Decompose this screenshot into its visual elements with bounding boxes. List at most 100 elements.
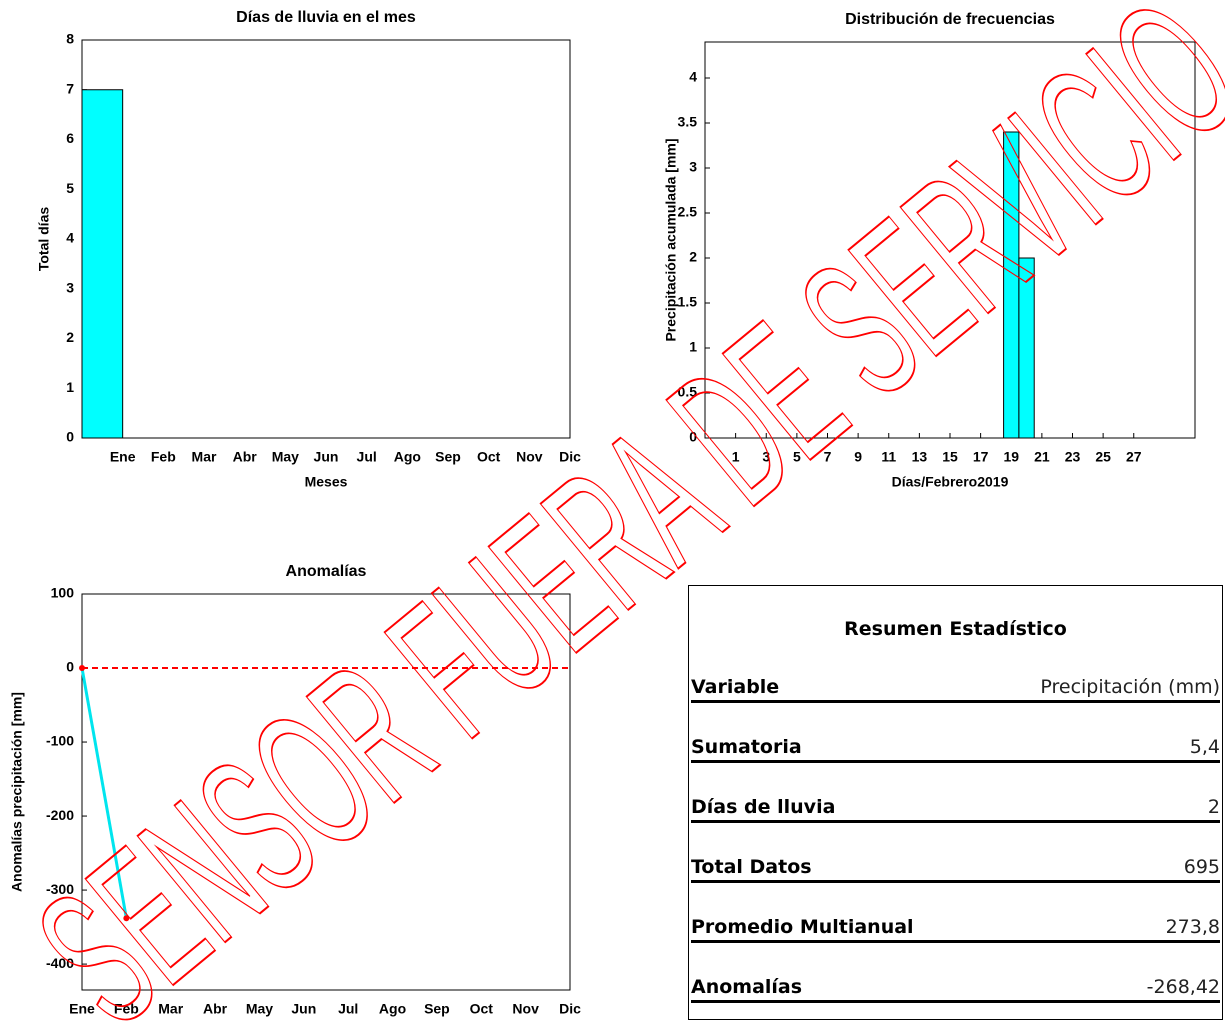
x-tick-label: 7 xyxy=(824,449,832,465)
x-axis-label: Meses xyxy=(305,474,348,490)
line xyxy=(80,667,128,919)
x-tick-label: Jul xyxy=(338,1001,358,1017)
x-tick-label: Mar xyxy=(158,1001,183,1017)
bar xyxy=(1003,131,1020,439)
stats-table: Resumen Estadístico Variable Precipitació… xyxy=(688,585,1223,1020)
row-value: -268,42 xyxy=(1146,976,1220,998)
x-tick-label: Ago xyxy=(394,449,421,465)
row-value: 2 xyxy=(1207,796,1220,818)
table-row: Sumatoria 5,4 xyxy=(691,728,1220,763)
row-value: Precipitación (mm) xyxy=(1040,676,1220,698)
y-tick-label: 7 xyxy=(66,80,74,96)
y-tick-label: 8 xyxy=(66,31,74,47)
point xyxy=(123,915,130,922)
y-tick-label: 5 xyxy=(66,180,74,196)
x-tick-label: Abr xyxy=(233,449,258,465)
x-tick-label: Dic xyxy=(559,1001,581,1017)
x-tick-label: 19 xyxy=(1003,449,1019,465)
plot-frame xyxy=(81,39,571,439)
x-tick-label: May xyxy=(246,1001,273,1017)
row-label: Total Datos xyxy=(691,856,812,878)
x-tick-label: Ago xyxy=(379,1001,406,1017)
x-tick-label: Jun xyxy=(314,449,339,465)
y-tick-label: 0 xyxy=(689,429,697,445)
y-tick-label: 3 xyxy=(66,279,74,295)
y-axis-label: Anomalías precipitación [mm] xyxy=(9,692,25,892)
y-tick-label: -100 xyxy=(46,733,74,749)
bar xyxy=(1018,257,1035,439)
y-tick-label: 1.5 xyxy=(678,294,698,310)
x-tick-label: May xyxy=(272,449,299,465)
bar xyxy=(81,89,124,439)
x-tick-label: Mar xyxy=(192,449,217,465)
chart-title: Anomalías xyxy=(286,563,367,580)
x-tick-label: Jul xyxy=(357,449,377,465)
x-tick-label: 15 xyxy=(942,449,958,465)
y-tick-label: 2 xyxy=(689,249,697,265)
y-tick-label: 3 xyxy=(689,159,697,175)
x-tick-label: Nov xyxy=(516,449,543,465)
y-tick-label: 4 xyxy=(689,69,697,85)
y-tick-label: 1 xyxy=(66,379,74,395)
x-tick-label: 1 xyxy=(732,449,740,465)
y-tick-label: 2 xyxy=(66,329,74,345)
y-tick-label: 4 xyxy=(66,230,74,246)
x-tick-label: Sep xyxy=(435,449,461,465)
table-row: Anomalías -268,42 xyxy=(691,968,1220,1003)
row-value: 273,8 xyxy=(1165,916,1220,938)
y-tick-label: 6 xyxy=(66,130,74,146)
y-tick-label: 3.5 xyxy=(678,114,698,130)
y-tick-label: 0 xyxy=(66,429,74,445)
y-tick-label: -300 xyxy=(46,881,74,897)
plot-frame xyxy=(81,593,571,991)
y-tick-label: 1 xyxy=(689,339,697,355)
row-label: Días de lluvia xyxy=(691,796,836,818)
chart-title: Distribución de frecuencias xyxy=(845,11,1055,28)
x-axis-label: Días/Febrero2019 xyxy=(892,474,1009,490)
x-tick-label: Jun xyxy=(291,1001,316,1017)
table-row: Variable Precipitación (mm) xyxy=(691,668,1220,703)
row-value: 695 xyxy=(1183,856,1220,878)
x-tick-label: 5 xyxy=(793,449,801,465)
x-tick-label: Sep xyxy=(424,1001,450,1017)
x-tick-label: 9 xyxy=(854,449,862,465)
row-label: Variable xyxy=(691,676,780,698)
x-tick-label: Abr xyxy=(203,1001,228,1017)
table-title: Resumen Estadístico xyxy=(844,618,1067,640)
x-tick-label: 11 xyxy=(881,449,896,465)
x-tick-label: Ene xyxy=(110,449,136,465)
x-tick-label: 3 xyxy=(762,449,770,465)
x-tick-label: 25 xyxy=(1095,449,1111,465)
row-label: Sumatoria xyxy=(691,736,802,758)
row-label: Promedio Multianual xyxy=(691,916,914,938)
x-tick-label: 23 xyxy=(1065,449,1081,465)
x-tick-label: 21 xyxy=(1034,449,1050,465)
y-tick-label: 2.5 xyxy=(678,204,698,220)
x-tick-label: Nov xyxy=(512,1001,539,1017)
row-label: Anomalías xyxy=(691,976,803,998)
y-tick-label: -200 xyxy=(46,807,74,823)
plot-frame xyxy=(704,41,1196,439)
y-tick-label: 0 xyxy=(66,659,74,675)
x-tick-label: Feb xyxy=(114,1001,139,1017)
table-row: Promedio Multianual 273,8 xyxy=(691,908,1220,943)
x-tick-label: Ene xyxy=(69,1001,95,1017)
y-tick-label: -400 xyxy=(46,955,74,971)
point xyxy=(79,665,85,672)
x-tick-label: Oct xyxy=(470,1001,494,1017)
x-tick-label: Oct xyxy=(477,449,501,465)
y-tick-label: 100 xyxy=(51,585,75,601)
x-tick-label: Dic xyxy=(559,449,581,465)
y-axis-label: Precipitación acumulada [mm] xyxy=(663,138,679,341)
x-tick-label: 27 xyxy=(1126,449,1142,465)
x-tick-label: 13 xyxy=(912,449,928,465)
table-row: Días de lluvia 2 xyxy=(691,788,1220,823)
y-tick-label: 0.5 xyxy=(678,384,698,400)
y-axis-label: Total días xyxy=(36,207,52,272)
table-row: Total Datos 695 xyxy=(691,848,1220,883)
x-tick-label: Feb xyxy=(151,449,176,465)
row-value: 5,4 xyxy=(1189,736,1220,758)
x-tick-label: 17 xyxy=(973,449,989,465)
